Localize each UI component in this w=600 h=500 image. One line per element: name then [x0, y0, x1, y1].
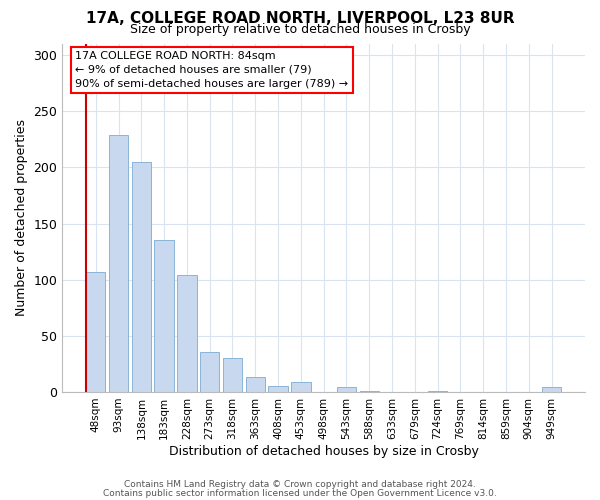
Bar — [245, 378, 265, 392]
Text: Contains public sector information licensed under the Open Government Licence v3: Contains public sector information licen… — [103, 489, 497, 498]
Bar — [86, 272, 106, 392]
Bar — [428, 391, 447, 392]
Bar — [131, 162, 151, 392]
Text: 17A COLLEGE ROAD NORTH: 84sqm
← 9% of detached houses are smaller (79)
90% of se: 17A COLLEGE ROAD NORTH: 84sqm ← 9% of de… — [76, 51, 349, 89]
Text: Size of property relative to detached houses in Crosby: Size of property relative to detached ho… — [130, 22, 470, 36]
Bar — [154, 240, 174, 392]
Bar — [177, 275, 197, 392]
Bar — [200, 352, 220, 392]
Bar — [359, 391, 379, 392]
Bar — [291, 382, 311, 392]
Bar — [109, 135, 128, 392]
Bar — [268, 386, 288, 392]
Bar — [337, 388, 356, 392]
Text: Contains HM Land Registry data © Crown copyright and database right 2024.: Contains HM Land Registry data © Crown c… — [124, 480, 476, 489]
Bar — [542, 388, 561, 392]
Bar — [223, 358, 242, 392]
X-axis label: Distribution of detached houses by size in Crosby: Distribution of detached houses by size … — [169, 444, 479, 458]
Text: 17A, COLLEGE ROAD NORTH, LIVERPOOL, L23 8UR: 17A, COLLEGE ROAD NORTH, LIVERPOOL, L23 … — [86, 11, 514, 26]
Y-axis label: Number of detached properties: Number of detached properties — [15, 120, 28, 316]
